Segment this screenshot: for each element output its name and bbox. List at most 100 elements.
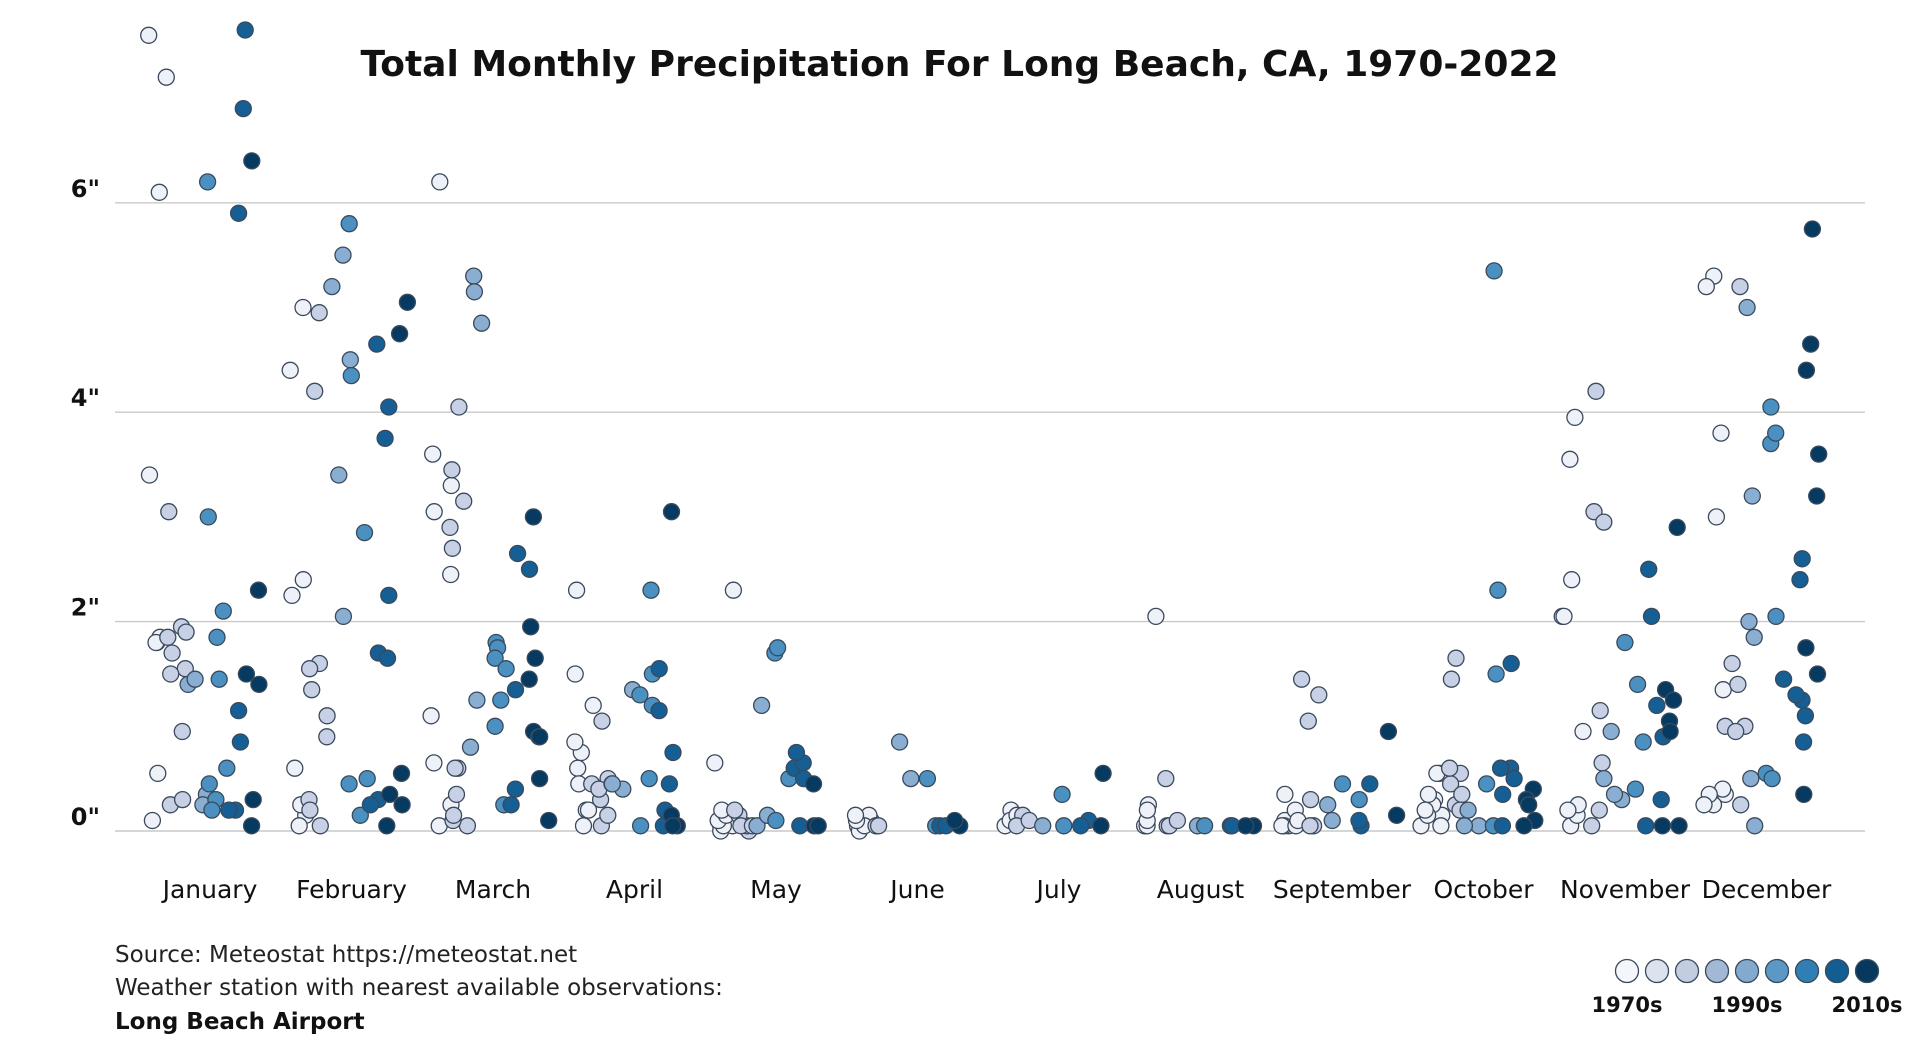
data-point [508, 544, 527, 563]
data-point [650, 701, 668, 720]
data-point [1796, 707, 1815, 725]
data-point [1808, 665, 1827, 683]
data-point [250, 675, 268, 694]
data-point [461, 738, 480, 756]
data-point [804, 775, 823, 793]
data-point [1301, 817, 1319, 835]
data-point [520, 670, 538, 688]
data-point [306, 382, 324, 400]
data-point [642, 581, 660, 599]
data-point [1561, 450, 1579, 468]
data-point [198, 173, 217, 191]
legend-swatch [1734, 958, 1760, 984]
x-tick-label: October [1433, 875, 1534, 904]
data-point [1034, 817, 1052, 835]
data-point [368, 335, 386, 353]
data-point [468, 691, 486, 709]
data-point [1723, 654, 1741, 673]
data-point [1455, 817, 1474, 835]
data-point [1602, 722, 1620, 741]
data-point [281, 361, 299, 379]
data-points [140, 21, 1828, 840]
data-point [1505, 769, 1523, 788]
data-point [566, 665, 584, 683]
data-point [340, 775, 358, 793]
data-point [351, 806, 369, 824]
data-point [1797, 639, 1815, 657]
data-point [236, 21, 254, 39]
data-point [660, 775, 679, 793]
data-point [1157, 769, 1175, 788]
data-point [569, 759, 587, 777]
data-point [1442, 670, 1461, 688]
data-point [599, 806, 617, 824]
data-point [1379, 722, 1398, 741]
data-point [303, 681, 321, 699]
data-point [1714, 681, 1732, 699]
legend-swatch [1614, 958, 1640, 984]
data-point [294, 298, 312, 317]
data-point [486, 649, 504, 667]
data-point [522, 618, 540, 636]
data-point [220, 801, 238, 819]
data-point [358, 769, 376, 788]
data-point [809, 817, 827, 835]
data-point [231, 733, 250, 751]
data-point [1491, 759, 1510, 777]
data-point [1583, 817, 1601, 835]
data-point [492, 691, 510, 709]
data-point [442, 565, 460, 584]
chart-title: Total Monthly Precipitation For Long Bea… [360, 44, 1559, 85]
data-point [1276, 785, 1294, 804]
y-tick-label: 6" [71, 175, 100, 203]
data-point [1502, 654, 1520, 673]
data-point [1795, 785, 1813, 804]
x-tick-label: September [1273, 875, 1412, 904]
data-point [424, 445, 442, 463]
data-point [1797, 361, 1816, 379]
data-point [1310, 686, 1328, 704]
data-point [1731, 277, 1749, 296]
data-point [1477, 775, 1496, 793]
data-point [902, 769, 920, 788]
data-point [1810, 445, 1828, 463]
data-point [1652, 790, 1670, 809]
data-point [150, 183, 168, 201]
data-point [200, 775, 218, 793]
data-point [244, 790, 262, 809]
data-point [443, 539, 462, 557]
data-point [567, 581, 586, 599]
data-point [340, 215, 358, 233]
legend-label: 1990s [1712, 993, 1783, 1017]
data-point [1787, 686, 1805, 704]
data-point [1729, 675, 1747, 694]
data-point [1648, 696, 1666, 715]
data-point [361, 796, 380, 814]
data-point [318, 728, 336, 746]
data-point [431, 173, 449, 191]
y-tick-label: 0" [71, 803, 100, 831]
data-point [442, 476, 460, 495]
data-point [1350, 790, 1368, 809]
data-point [752, 696, 771, 715]
data-point [768, 639, 787, 657]
data-point [229, 204, 248, 222]
data-point [1738, 298, 1756, 317]
data-point [1808, 487, 1826, 505]
x-tick-label: August [1157, 875, 1245, 904]
data-point [1493, 817, 1512, 835]
data-point [1520, 796, 1538, 814]
data-point [1695, 796, 1713, 814]
data-point [1640, 560, 1658, 578]
source-station-name: Long Beach Airport [115, 1009, 365, 1035]
data-point [465, 283, 484, 301]
data-point [242, 817, 261, 835]
data-point [1727, 722, 1745, 741]
data-point [1767, 424, 1785, 442]
data-point [1793, 550, 1811, 568]
data-point [1387, 806, 1406, 824]
data-point [1236, 817, 1255, 835]
data-point [355, 523, 374, 542]
data-point [1642, 607, 1661, 626]
x-tick-label: June [888, 875, 944, 904]
